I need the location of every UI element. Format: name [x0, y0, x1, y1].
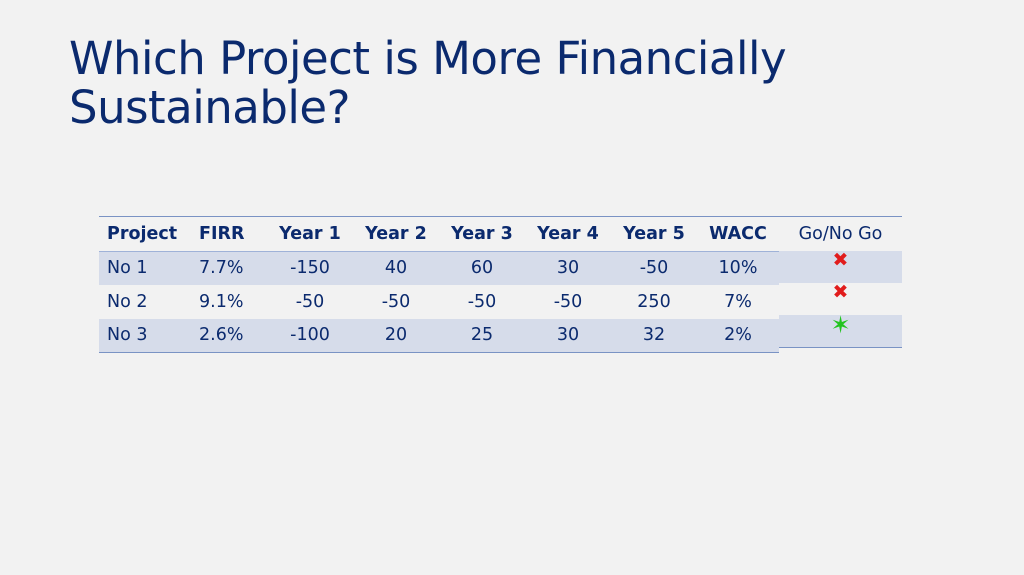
cell-year-2: -50 — [381, 291, 411, 312]
cell-year-1: -50 — [295, 291, 325, 312]
cell-project: No 2 — [107, 291, 148, 312]
star-icon: ✶ — [830, 310, 851, 339]
cell-year-4: 30 — [525, 318, 611, 353]
cell-year-2: 40 — [353, 251, 439, 285]
cross-icon: ✖ — [832, 249, 849, 271]
cell-year-5: -50 — [611, 251, 697, 285]
go-no-go-row: ✖ — [779, 251, 902, 283]
cell-year-3: 25 — [439, 318, 525, 353]
cross-icon: ✖ — [832, 281, 849, 303]
cell-firr: 2.6% — [191, 318, 267, 353]
table-row: No 1 7.7% -150 40 60 30 -50 10% — [99, 251, 779, 285]
go-no-go-header-row: Go/No Go — [779, 216, 902, 252]
go-no-go-table: Go/No Go ✖ ✖ ✶ — [779, 216, 902, 348]
header-firr: FIRR — [191, 216, 267, 252]
cell-firr: 7.7% — [191, 251, 267, 285]
slide-title: Which Project is More Financially Sustai… — [69, 32, 787, 134]
header-go-no-go: Go/No Go — [798, 224, 883, 244]
header-project: Project — [99, 216, 191, 252]
header-year-2: Year 2 — [353, 216, 439, 252]
cell-year-2: 20 — [353, 318, 439, 353]
cell-wacc: 7% — [724, 291, 752, 312]
cell-year-5: 32 — [611, 318, 697, 353]
header-year-1: Year 1 — [267, 216, 353, 252]
header-wacc: WACC — [697, 216, 779, 252]
go-no-go-row: ✶ — [779, 310, 902, 348]
cell-year-3: 60 — [439, 251, 525, 285]
cell-year-3: -50 — [467, 291, 497, 312]
header-year-3: Year 3 — [439, 216, 525, 252]
table-row: No 2 9.1% -50 -50 -50 -50 250 7% — [99, 285, 779, 319]
cell-year-4: -50 — [553, 291, 583, 312]
cell-wacc: 2% — [697, 318, 779, 353]
cell-project: No 3 — [99, 318, 191, 353]
cell-wacc: 10% — [697, 251, 779, 285]
cell-year-4: 30 — [525, 251, 611, 285]
cell-year-5: 250 — [637, 291, 671, 312]
header-year-4: Year 4 — [525, 216, 611, 252]
table-row: No 3 2.6% -100 20 25 30 32 2% — [99, 318, 779, 353]
table-header-row: Project FIRR Year 1 Year 2 Year 3 Year 4… — [99, 216, 779, 252]
cell-year-1: -150 — [267, 251, 353, 285]
cell-project: No 1 — [99, 251, 191, 285]
go-no-go-row: ✖ — [779, 283, 902, 315]
cell-firr: 9.1% — [199, 291, 244, 312]
projects-table: Project FIRR Year 1 Year 2 Year 3 Year 4… — [99, 216, 779, 353]
header-year-5: Year 5 — [611, 216, 697, 252]
cell-year-1: -100 — [267, 318, 353, 353]
